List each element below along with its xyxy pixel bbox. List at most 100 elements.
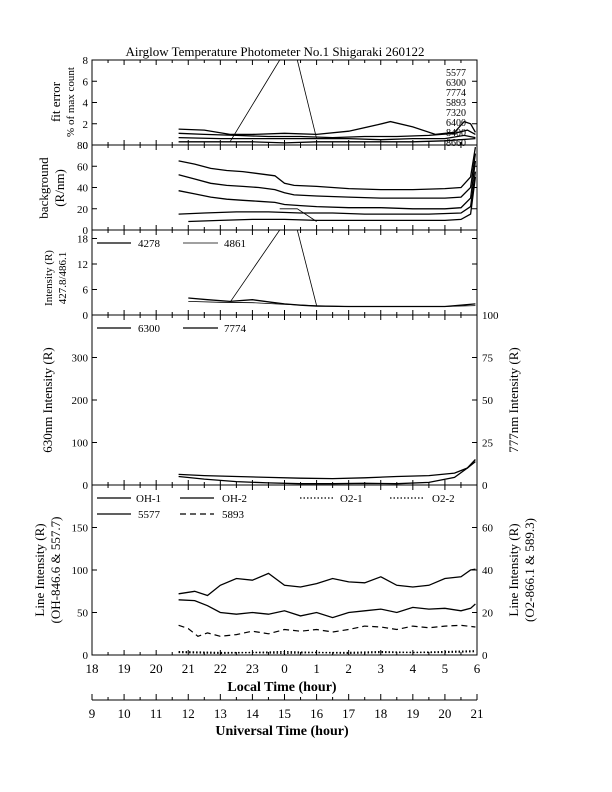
fit-legend-label: 5577 <box>446 68 466 79</box>
bg-series-bg1 <box>178 146 477 191</box>
red-series-6300 <box>178 461 476 480</box>
legend-label-5893: 5893 <box>222 509 245 521</box>
local-tick-label: 0 <box>281 661 288 676</box>
local-tick-label: 5 <box>442 661 449 676</box>
red-series-7774 <box>178 459 476 485</box>
ut-tick-label: 13 <box>214 706 227 721</box>
ut-tick-label: 12 <box>182 706 195 721</box>
line-y2tick-label: 20 <box>482 608 494 620</box>
red-y2tick-label: 0 <box>482 480 488 492</box>
fit-ylabel: fit error <box>48 81 63 122</box>
red-y2tick-label: 25 <box>482 438 494 450</box>
bg-ylabel: background <box>36 157 51 219</box>
red-y2tick-label: 75 <box>482 353 494 365</box>
legend-label-5577: 5577 <box>138 509 161 521</box>
line-ytick-label: 0 <box>83 650 89 662</box>
bg-series-bg2 <box>178 153 477 199</box>
fit-legend-label: 5893 <box>446 98 466 109</box>
legend-label-o21: O2-1 <box>340 493 363 505</box>
line-y2tick-label: 40 <box>482 565 494 577</box>
blue-ytick-label: 0 <box>83 310 89 322</box>
fit-series-6300 <box>178 129 476 139</box>
local-tick-label: 3 <box>378 661 385 676</box>
ut-tick-label: 17 <box>342 706 356 721</box>
red-y2tick-label: 100 <box>482 310 499 322</box>
ut-tick-label: 10 <box>118 706 131 721</box>
ut-tick-label: 18 <box>374 706 387 721</box>
red-ytick-label: 100 <box>72 438 89 450</box>
line-ylabel: Line Intensity (R) <box>32 523 47 616</box>
bg-ytick-label: 40 <box>77 183 89 195</box>
red-y2tick-label: 50 <box>482 395 494 407</box>
legend-label-7774: 7774 <box>224 323 247 335</box>
figure-title: Airglow Temperature Photometer No.1 Shig… <box>126 44 425 59</box>
fit-legend-label: 8660 <box>446 138 466 149</box>
bg-series-bg5 <box>188 176 477 223</box>
legend-label-4861: 4861 <box>224 238 246 250</box>
bg-series-bg3 <box>178 160 477 210</box>
line-ylabel2: (OH-846.6 & 557.7) <box>48 517 63 624</box>
legend-label-oh2: OH-2 <box>222 493 247 505</box>
ut-tick-label: 21 <box>471 706 484 721</box>
line-y2tick-label: 0 <box>482 650 488 662</box>
fit-series-5577 <box>178 120 476 136</box>
line-series-5893 <box>178 624 476 637</box>
legend-label-o22: O2-2 <box>432 493 455 505</box>
line-ylabel-right2: (O2-866.1 & 589.3) <box>522 518 537 622</box>
line-ytick-label: 100 <box>72 565 89 577</box>
bg-series-spike <box>279 208 317 222</box>
ut-tick-label: 9 <box>89 706 96 721</box>
local-tick-label: 18 <box>86 661 99 676</box>
red-ytick-label: 300 <box>72 353 89 365</box>
background-panel <box>91 144 478 231</box>
red-ytick-label: 200 <box>72 395 89 407</box>
fit-series-5893 <box>178 137 476 144</box>
local-time-label: Local Time (hour) <box>227 680 336 695</box>
ut-tick-label: 20 <box>438 706 451 721</box>
red-intensity-panel <box>91 314 478 486</box>
blue-ytick-label: 12 <box>77 259 88 271</box>
line-series-OH-1 <box>178 568 476 597</box>
ut-tick-label: 16 <box>310 706 324 721</box>
line-ytick-label: 50 <box>77 608 89 620</box>
ut-tick-label: 19 <box>406 706 419 721</box>
line-series-O2-2 <box>178 650 476 654</box>
red-ylabel: 630nm Intensity (R) <box>40 347 55 452</box>
fit-series-7774 <box>178 134 476 141</box>
blue-ytick-label: 6 <box>83 285 89 297</box>
chart-marks: 0246802040608006121801002003000255075100… <box>72 55 500 721</box>
bg-ylabel2: (R/nm) <box>52 169 67 207</box>
line-series-OH-2 <box>178 599 476 619</box>
red-ylabel-right: 777nm Intensity (R) <box>506 347 521 452</box>
legend-label-6300: 6300 <box>138 323 161 335</box>
ut-tick-label: 15 <box>278 706 291 721</box>
fit-ytick-label: 2 <box>83 119 89 131</box>
legend-label-4278: 4278 <box>138 238 161 250</box>
fit-error-panel <box>91 59 478 146</box>
blue-ylabel2: 427.8/486.1 <box>57 252 69 305</box>
blue-ytick-label: 18 <box>77 234 89 246</box>
fit-legend-label: 8400 <box>446 128 466 139</box>
bg-ytick-label: 80 <box>77 140 89 152</box>
fit-ytick-label: 6 <box>83 76 89 88</box>
blue-ylabel: Intensity (R) <box>43 250 55 306</box>
fit-legend-label: 7320 <box>446 108 466 119</box>
line-ytick-label: 150 <box>72 523 89 535</box>
local-tick-label: 20 <box>150 661 163 676</box>
bg-ytick-label: 60 <box>77 161 89 173</box>
bg-ytick-label: 20 <box>77 204 89 216</box>
red-ytick-label: 0 <box>83 480 89 492</box>
local-tick-label: 23 <box>246 661 259 676</box>
fit-series-spike <box>229 59 317 143</box>
local-tick-label: 1 <box>313 661 320 676</box>
local-tick-label: 21 <box>182 661 195 676</box>
line-y2tick-label: 60 <box>482 523 494 535</box>
bg-series-bg4 <box>178 171 477 215</box>
fit-legend-label: 6300 <box>446 78 466 89</box>
local-tick-label: 22 <box>214 661 227 676</box>
ut-label: Universal Time (hour) <box>215 724 349 739</box>
bg-ytick-label: 0 <box>83 225 89 237</box>
fit-ytick-label: 8 <box>83 55 89 67</box>
line-ylabel-right: Line Intensity (R) <box>506 523 521 616</box>
